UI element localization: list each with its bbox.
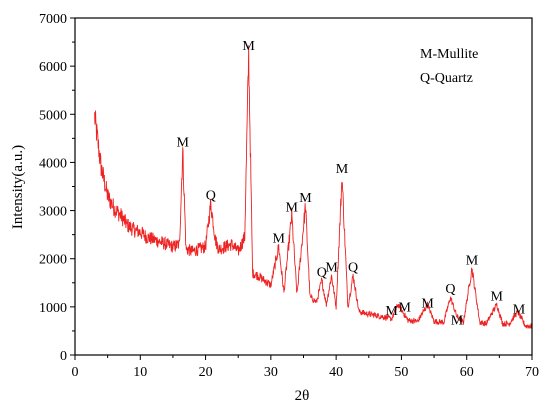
y-tick-label: 3000 — [39, 205, 67, 220]
axes: 0 10 20 30 40 50 60 70 0 1000 2000 3000 4000 5000 6000… — [39, 12, 539, 380]
y-tick-label: 2000 — [39, 253, 67, 268]
peak-label: M — [398, 301, 411, 316]
x-tick-label: 20 — [199, 365, 213, 380]
y-tick-label: 6000 — [39, 60, 67, 75]
peak-label: M — [421, 297, 434, 312]
peak-label: M — [272, 232, 285, 247]
y-tick-label: 0 — [60, 349, 67, 364]
peak-label: Q — [348, 261, 358, 276]
peak-label: M — [325, 261, 338, 276]
peak-label: Q — [206, 188, 216, 203]
y-tick-label: 5000 — [39, 108, 67, 123]
y-axis-title: Intensity(a.u.) — [10, 145, 26, 229]
y-tick-label: 4000 — [39, 156, 67, 171]
y-tick-label: 1000 — [39, 301, 67, 316]
x-tick-label: 70 — [525, 365, 539, 380]
peak-label: M — [466, 253, 479, 268]
legend-entry-mullite: M-Mullite — [420, 47, 478, 62]
x-tick-label: 0 — [72, 365, 79, 380]
x-tick-label: 30 — [264, 365, 278, 380]
x-tick-label: 50 — [394, 365, 408, 380]
plot-frame — [74, 17, 533, 356]
legend-entry-quartz: Q-Quartz — [420, 71, 473, 86]
peak-label: Q — [317, 265, 327, 280]
x-tick-label: 40 — [329, 365, 343, 380]
x-tick-label: 60 — [460, 365, 474, 380]
peak-label: M — [299, 191, 312, 206]
series-line-0 — [94, 45, 533, 329]
peak-label: M — [385, 304, 398, 319]
legend: M-Mullite Q-Quartz — [420, 47, 478, 86]
x-axis-title: 2θ — [295, 388, 310, 404]
peak-label: M — [286, 200, 299, 215]
peak-label: M — [513, 302, 526, 317]
peak-label: M — [491, 289, 504, 304]
peak-label: M — [451, 314, 464, 329]
peak-label: M — [176, 135, 189, 150]
peak-label: M — [242, 39, 255, 54]
peak-label: Q — [445, 282, 455, 297]
peak-label: M — [336, 162, 349, 177]
x-tick-label: 10 — [133, 365, 147, 380]
y-tick-label: 7000 — [39, 12, 67, 27]
